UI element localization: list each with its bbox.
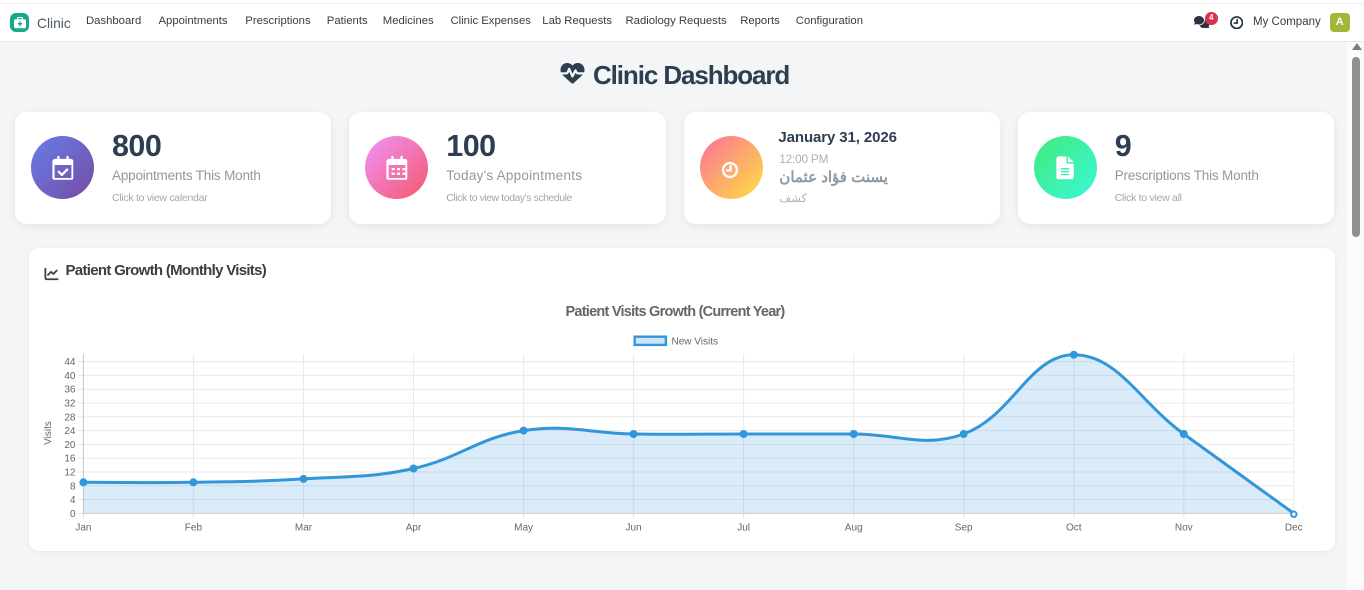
svg-text:New Visits: New Visits [672, 337, 719, 348]
svg-text:Aug: Aug [845, 523, 863, 534]
svg-text:44: 44 [64, 357, 76, 368]
svg-text:Feb: Feb [185, 523, 203, 534]
svg-text:Nov: Nov [1175, 523, 1193, 534]
svg-text:8: 8 [70, 481, 76, 492]
svg-text:Apr: Apr [406, 523, 422, 534]
svg-text:Dec: Dec [1285, 523, 1303, 534]
svg-text:12: 12 [64, 468, 76, 479]
svg-text:Jul: Jul [737, 523, 750, 534]
svg-text:Mar: Mar [295, 523, 313, 534]
svg-text:36: 36 [64, 385, 76, 396]
svg-text:Jan: Jan [75, 523, 91, 534]
svg-text:May: May [514, 523, 533, 534]
svg-text:Jun: Jun [626, 523, 642, 534]
svg-text:20: 20 [64, 440, 76, 451]
svg-text:16: 16 [64, 454, 76, 465]
svg-text:4: 4 [70, 495, 76, 506]
svg-text:Oct: Oct [1066, 523, 1082, 534]
svg-text:Sep: Sep [955, 523, 973, 534]
svg-text:40: 40 [64, 371, 76, 382]
svg-text:0: 0 [70, 509, 76, 520]
svg-text:24: 24 [64, 426, 76, 437]
svg-text:Patient Visits Growth (Current: Patient Visits Growth (Current Year) [565, 304, 785, 320]
svg-text:32: 32 [64, 399, 76, 410]
svg-text:Visits: Visits [43, 421, 54, 445]
svg-text:28: 28 [64, 412, 76, 423]
